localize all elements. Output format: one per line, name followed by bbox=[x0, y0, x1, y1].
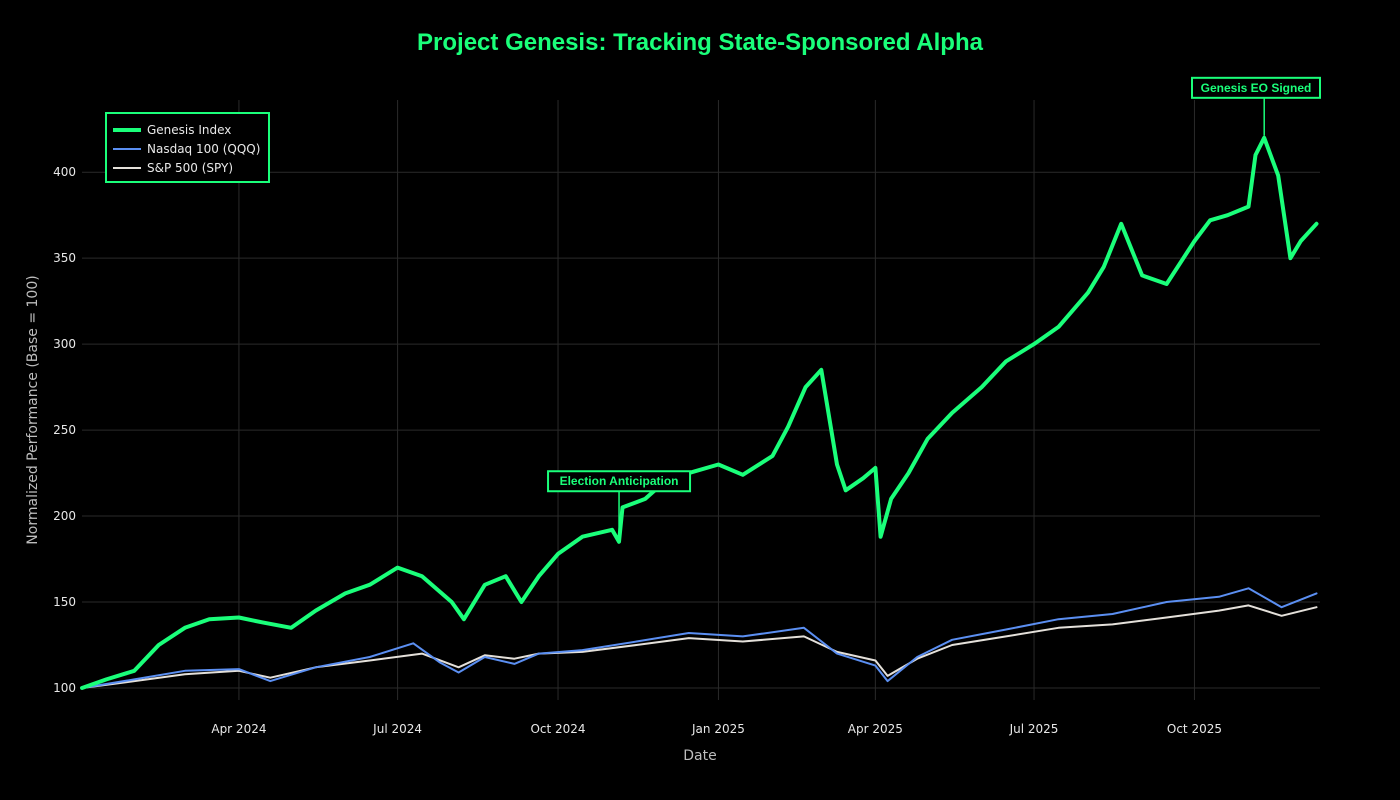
y-tick-label: 350 bbox=[53, 251, 76, 265]
annotation-layer: Election Anticipation Genesis EO Signed bbox=[547, 76, 1321, 532]
series-line-genesis-index bbox=[80, 135, 1319, 690]
x-tick-label: Apr 2024 bbox=[211, 722, 266, 736]
x-tick-label: Jan 2025 bbox=[691, 722, 745, 736]
y-tick-label: 250 bbox=[53, 423, 76, 437]
annotation-label: Election Anticipation bbox=[560, 474, 679, 488]
grid-layer bbox=[82, 100, 1320, 700]
x-tick-label: Apr 2025 bbox=[848, 722, 903, 736]
x-tick-label: Jul 2025 bbox=[1009, 722, 1059, 736]
series-line-nasdaq-100-qqq bbox=[81, 587, 1318, 689]
legend-label: Genesis Index bbox=[147, 123, 231, 137]
legend-label: S&P 500 (SPY) bbox=[147, 161, 233, 175]
legend-box bbox=[105, 112, 270, 183]
chart-title: Project Genesis: Tracking State-Sponsore… bbox=[417, 29, 984, 56]
legend-label: Nasdaq 100 (QQQ) bbox=[147, 142, 260, 156]
y-axis-label: Normalized Performance (Base = 100) bbox=[25, 275, 41, 544]
y-tick-label: 100 bbox=[53, 681, 76, 695]
y-tick-label: 150 bbox=[53, 595, 76, 609]
annotation-box bbox=[1191, 76, 1321, 99]
tick-layer: 100 150 200 250 300 350 400 Apr 2024 Jul 2024 Oct… bbox=[53, 165, 1222, 736]
annotation-label: Genesis EO Signed bbox=[1201, 81, 1312, 95]
x-tick-label: Oct 2024 bbox=[530, 722, 585, 736]
x-axis-label: Date bbox=[683, 748, 716, 764]
annotation-box bbox=[547, 470, 692, 493]
series-layer bbox=[80, 135, 1319, 690]
legend: Genesis Index Nasdaq 100 (QQQ) S&P 500 (SP… bbox=[105, 112, 270, 183]
y-tick-label: 200 bbox=[53, 509, 76, 523]
x-tick-label: Oct 2025 bbox=[1167, 722, 1222, 736]
y-tick-label: 400 bbox=[53, 165, 76, 179]
y-tick-label: 300 bbox=[53, 337, 76, 351]
x-tick-label: Jul 2024 bbox=[372, 722, 422, 736]
